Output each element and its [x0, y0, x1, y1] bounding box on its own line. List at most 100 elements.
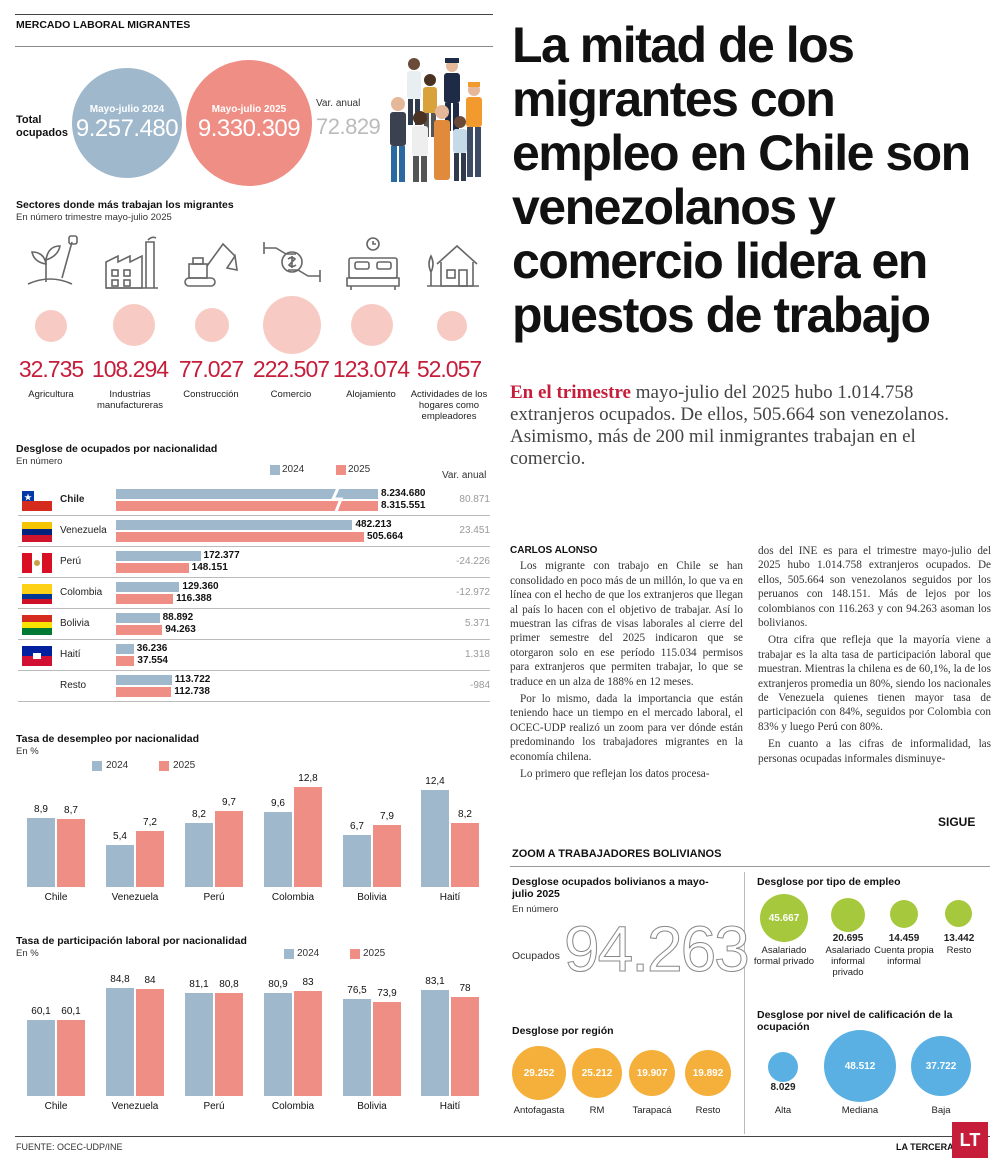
haiti-flag-icon [22, 646, 52, 666]
bar-2025 [116, 625, 163, 635]
bar-2025-label: 78 [459, 982, 471, 994]
region-circle-antofagasta: 29.252 [512, 1046, 566, 1100]
sector-dot-agricultura [35, 310, 67, 342]
bar-2024-label: 6,7 [350, 820, 364, 832]
bar-2025 [116, 532, 364, 542]
sector-dot-comercio [263, 296, 321, 354]
sector-dot-industrias [113, 304, 155, 346]
bolivia-ocupados-label: Ocupados [512, 950, 560, 962]
bar-2024 [116, 489, 378, 499]
article-paragraph: En cuanto a las cifras de informalidad, … [758, 738, 991, 765]
period-2024: Mayo-julio 2024 [89, 103, 165, 115]
bar-2025 [116, 594, 174, 604]
part-legend-2024: 2024 [297, 948, 320, 959]
bar-2024-value: 36.236 [136, 643, 168, 654]
row-divider [18, 639, 490, 640]
annual-variation: -12.972 [456, 587, 490, 598]
bar-2025 [136, 989, 164, 1096]
venezuela-flag-icon [22, 522, 52, 542]
employment-circle-resto [945, 900, 972, 927]
qualification-circle-baja: 37.722 [911, 1036, 971, 1096]
unemployment-title: Tasa de desempleo por nacionalidad [16, 733, 200, 745]
nationality-row: Chile 8.234.680 8.315.551 80.871 [18, 485, 490, 516]
nationality-name: Venezuela [60, 525, 107, 536]
nationality-name: Bolivia [60, 618, 90, 629]
qualification-circle-mediana: 48.512 [824, 1030, 896, 1102]
nationality-name: Colombia [60, 587, 103, 598]
category-label: Chile [44, 892, 68, 903]
sector-label-hogares: Actividades de los hogares como empleado… [410, 389, 488, 422]
sector-label-construccion: Construcción [183, 389, 239, 400]
bar-2025-value: 8.315.551 [381, 500, 426, 511]
bar-2024-label: 12,4 [425, 776, 445, 788]
bar-2025 [373, 825, 401, 887]
nationality-row: Colombia 129.360 116.388 -12.972 [18, 579, 490, 609]
row-divider [18, 608, 490, 609]
peru-flag-icon [22, 553, 52, 573]
bar-2025-label: 7,9 [380, 811, 394, 823]
category-label: Bolivia [357, 892, 387, 903]
qualification-title: Desglose por nivel de calificación de la… [757, 1009, 953, 1033]
bar-2024 [421, 790, 449, 887]
total-2024-value: 9.257.480 [75, 114, 179, 142]
excavator-icon [181, 234, 241, 294]
bar-2024-value: 482.213 [355, 519, 392, 530]
bar-2025 [116, 563, 189, 573]
bar-2024-label: 9,6 [271, 798, 285, 810]
bar-2024 [106, 988, 134, 1096]
bar-2024-label: 83,1 [425, 976, 445, 988]
bar-2025-label: 9,7 [222, 797, 236, 809]
bolivia-ocupados-value: 94.263 [564, 913, 751, 986]
bar-2024 [106, 844, 134, 887]
article-column-2: dos del INE es para el trimestre mayo-ju… [758, 544, 991, 769]
bar-2025-label: 80,8 [219, 979, 239, 991]
nationality-row: Resto 113.722 112.738 -984 [18, 672, 490, 702]
employment-title: Desglose por tipo de empleo [757, 876, 901, 888]
category-label: Perú [203, 892, 225, 903]
bar-2025 [451, 996, 479, 1096]
bar-2024 [27, 817, 55, 887]
part-legend-2025: 2025 [363, 948, 386, 959]
sector-dot-alojamiento [351, 304, 393, 346]
part-legend-2025-swatch [350, 949, 360, 959]
bolivia-ocupados-title: Desglose ocupados bolivianos a mayo-juli… [512, 876, 709, 900]
region-circle-resto: 19.892 [685, 1050, 731, 1096]
row-divider [18, 515, 490, 516]
sector-label-comercio: Comercio [270, 389, 312, 400]
bar-2024-label: 5,4 [113, 830, 127, 842]
factory-icon [102, 234, 162, 294]
bar-2025-value: 112.738 [174, 686, 210, 697]
bar-2025-label: 73,9 [377, 988, 397, 1000]
region-label: Tarapacá [632, 1105, 672, 1116]
row-divider [18, 546, 490, 547]
bar-2025-label: 12,8 [298, 773, 318, 785]
bar-2025 [136, 830, 164, 887]
bolivia-ocupados-sub: En número [512, 904, 559, 915]
employment-value: 20.695 [832, 933, 864, 944]
category-label: Colombia [271, 892, 315, 903]
var-value: 72.829 [316, 114, 381, 139]
region-title: Desglose por región [512, 1025, 614, 1037]
bar-2024 [185, 823, 213, 887]
sector-label-alojamiento: Alojamiento [346, 389, 396, 400]
category-label: Haití [439, 1101, 461, 1112]
bar-2024 [116, 551, 201, 561]
unemp-legend-2024-swatch [92, 761, 102, 771]
bar-2025-label: 84 [144, 975, 156, 987]
sector-label-industrias: Industrias manufactureras [96, 389, 163, 411]
total-2025-value: 9.330.309 [197, 114, 301, 142]
bar-2025 [215, 993, 243, 1096]
bar-2024-value: 172.377 [203, 550, 240, 561]
bar-2025-value: 505.664 [366, 531, 404, 542]
byline: CARLOS ALONSO [510, 545, 598, 556]
money-hands-icon [262, 234, 322, 294]
row-divider [18, 577, 490, 578]
employment-value: 13.442 [943, 933, 975, 944]
bar-2024-label: 76,5 [347, 984, 367, 996]
bolivia-divider [744, 872, 745, 1134]
lead-highlight: En el trimestre [510, 382, 631, 403]
circle-2025: Mayo-julio 2025 9.330.309 [186, 60, 312, 186]
nationality-row: Bolivia 88.892 94.263 5.371 [18, 610, 490, 640]
nationality-name: Resto [60, 680, 87, 691]
unemp-legend-2025: 2025 [173, 760, 196, 771]
